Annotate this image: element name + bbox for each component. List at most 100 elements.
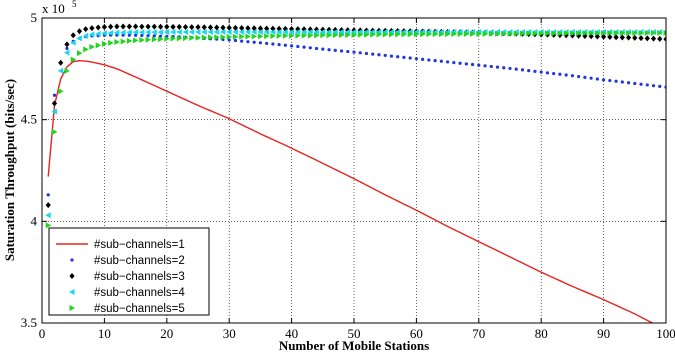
series-point [63,49,70,56]
series-point [240,39,244,43]
series-point [70,56,77,63]
series-point [145,36,152,43]
legend-marker-swatch [69,273,75,279]
series-point [369,29,376,36]
series-point [70,32,76,39]
series-point [552,71,556,76]
series-point [46,193,50,197]
series-point [146,34,150,38]
series-point [582,30,588,37]
series-point [332,32,339,39]
series-point [476,30,482,37]
series-point [295,26,301,33]
series-point [276,29,282,36]
series-point [207,24,214,31]
series-point [52,93,57,97]
series-point [207,29,213,36]
legend-item: #sub−channels=1 [56,239,185,251]
series-point [370,31,376,38]
series-point [288,29,295,36]
series-point [152,34,156,38]
legend-label: #sub−channels=4 [94,287,185,299]
series-point [164,23,170,30]
series-point [363,29,369,36]
series-point [201,29,207,36]
series-point [251,29,257,36]
series-point [613,30,620,37]
series-point [470,30,476,37]
series-point [290,44,294,48]
series-point [344,29,351,36]
series-point [108,39,114,46]
series-point [120,23,126,30]
series-point [351,29,357,36]
series-point [145,29,151,36]
series-point [489,64,493,69]
series-point [326,26,332,33]
series-point [189,34,195,41]
series-point [438,31,445,38]
series-point [83,46,89,53]
series-point [232,29,238,36]
series-point [645,83,649,87]
series-point [314,32,320,39]
series-point [226,33,233,40]
series-point [220,34,226,41]
series-point [502,66,506,70]
axis-ticks: 10 20 30 40 50 60 70 80 90 100 03.5 4 4.5 5 [21,10,675,341]
series-point [495,65,500,69]
series-point [388,31,395,38]
series-point [301,26,307,33]
series-point [607,30,613,37]
legend-marker-swatch [69,305,75,311]
series-point [257,25,263,32]
series-point [319,29,326,36]
series-point [64,67,70,74]
legend-label: #sub−channels=5 [94,303,185,315]
series-point [433,59,437,63]
series-point [564,73,568,77]
series-point [657,35,663,42]
series-point [601,30,607,37]
series-point [201,34,208,41]
series-point [126,23,132,30]
series-point [245,33,251,40]
series-point [651,84,656,88]
series-point [389,54,394,58]
series-point [282,32,289,39]
x-tick-label: 70 [472,326,485,341]
series-point [158,36,164,43]
series-point [633,81,637,86]
series-point [220,24,226,31]
series-point [76,50,83,57]
y-tick-label: 4 [31,213,38,228]
series-point [583,75,587,79]
series-point [632,30,638,37]
series-point [307,32,314,39]
series-point [346,49,350,54]
series-point [257,33,264,40]
legend-label: #sub−channels=3 [94,271,185,283]
series-point [408,56,412,60]
series-point [195,24,201,31]
series-point [320,32,326,39]
series-point [495,30,501,37]
series-point [532,30,538,37]
series-point [83,26,89,33]
series-point [413,31,420,38]
series-point [533,69,537,73]
series-point [76,28,83,35]
series-point [139,23,145,30]
series-point [151,29,157,36]
series-point [426,31,432,38]
series-point [363,31,370,38]
x-tick-label: 90 [597,326,610,341]
series-point [451,31,457,38]
x-tick-label: 80 [535,326,548,341]
y-tick-label: 3.5 [21,315,37,330]
series-point [439,59,443,63]
series-point [134,33,138,37]
series-point [65,46,69,51]
series-point [139,37,145,44]
series-point [539,70,543,74]
